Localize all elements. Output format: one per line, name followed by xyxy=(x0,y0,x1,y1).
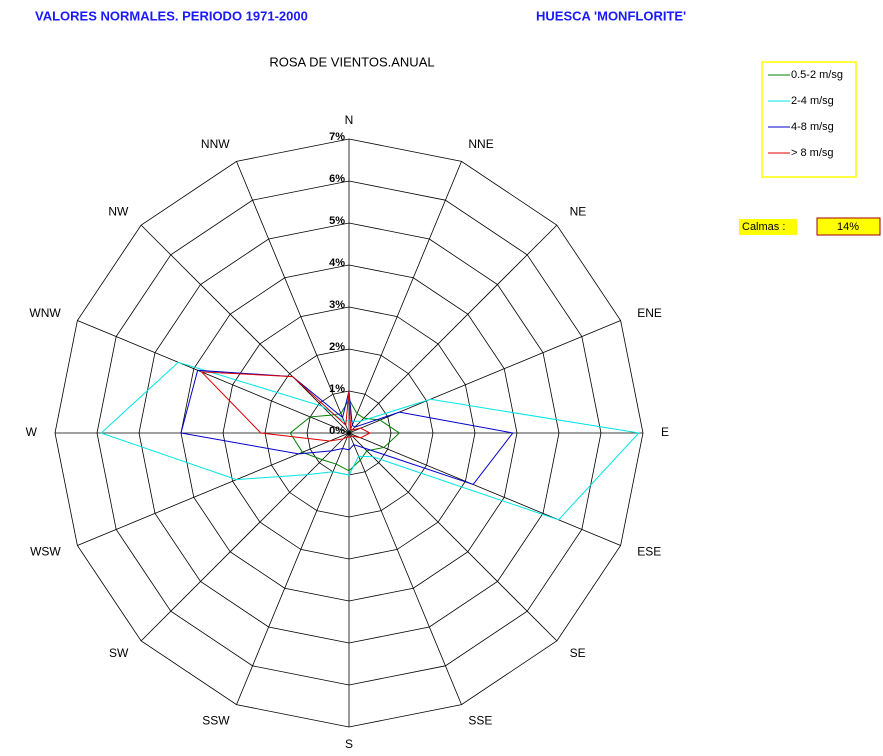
calm-label-bg xyxy=(739,219,797,235)
series-line xyxy=(289,398,401,472)
header-left: VALORES NORMALES. PERIODO 1971-2000 xyxy=(35,8,308,23)
direction-label: WSW xyxy=(30,545,61,559)
legend-label: 2-4 m/sg xyxy=(791,95,834,107)
direction-label: W xyxy=(26,425,38,439)
direction-label: SSW xyxy=(202,713,230,727)
series-line xyxy=(100,361,640,521)
grid-ring xyxy=(138,222,560,644)
r-tick-label: 7% xyxy=(329,131,345,143)
direction-label: ENE xyxy=(637,306,662,320)
direction-label: SE xyxy=(570,646,586,660)
spoke xyxy=(236,432,350,705)
grid-ring xyxy=(264,348,434,518)
series-line xyxy=(200,371,372,442)
direction-label: SSE xyxy=(468,713,492,727)
direction-label: SW xyxy=(109,646,129,660)
direction-label: NNE xyxy=(468,137,493,151)
grid-ring xyxy=(222,306,476,560)
grid-ring xyxy=(180,264,518,602)
r-tick-label: 0% xyxy=(329,425,345,437)
spoke xyxy=(348,432,558,642)
direction-label: S xyxy=(345,737,353,751)
series-line xyxy=(180,369,514,486)
direction-label: ESE xyxy=(637,545,661,559)
spoke xyxy=(348,161,462,434)
spoke xyxy=(236,161,350,434)
legend-label: > 8 m/sg xyxy=(791,147,834,159)
direction-label: NE xyxy=(570,205,587,219)
spoke xyxy=(77,432,350,546)
direction-label: WNW xyxy=(29,306,61,320)
spoke xyxy=(140,432,350,642)
r-tick-label: 3% xyxy=(329,299,345,311)
grid-ring xyxy=(96,180,602,686)
legend-label: 0.5-2 m/sg xyxy=(791,69,843,81)
direction-label: NW xyxy=(108,205,129,219)
r-tick-label: 5% xyxy=(329,215,345,227)
direction-label: NNW xyxy=(201,137,230,151)
r-tick-label: 6% xyxy=(329,173,345,185)
r-tick-label: 1% xyxy=(329,383,345,395)
legend-label: 4-8 m/sg xyxy=(791,121,834,133)
grid-ring xyxy=(54,138,644,728)
spoke xyxy=(348,432,462,705)
header-right: HUESCA 'MONFLORITE' xyxy=(536,8,686,23)
calm-label: Calmas : xyxy=(742,221,785,233)
direction-label: E xyxy=(661,425,669,439)
r-tick-label: 2% xyxy=(329,341,345,353)
spoke xyxy=(348,320,621,434)
chart-title: ROSA DE VIENTOS.ANUAL xyxy=(269,54,434,69)
calm-value-box xyxy=(816,217,881,236)
calm-value: 14% xyxy=(837,221,859,233)
legend-box xyxy=(761,61,857,178)
spoke xyxy=(348,224,558,434)
direction-label: N xyxy=(345,113,354,127)
spoke xyxy=(140,224,350,434)
spoke xyxy=(348,432,621,546)
r-tick-label: 4% xyxy=(329,257,345,269)
spoke xyxy=(77,320,350,434)
